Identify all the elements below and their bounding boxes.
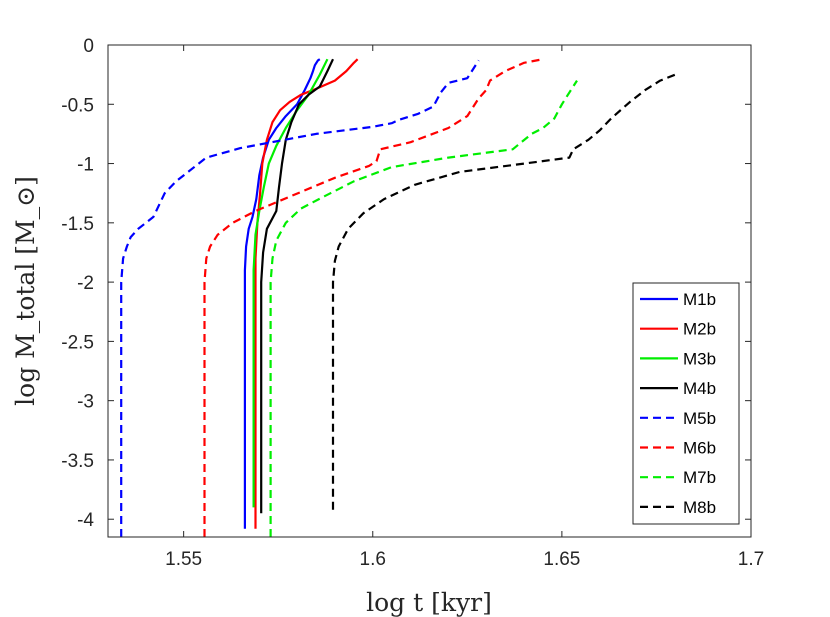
axes-box (107, 44, 752, 538)
series-line-m5b (120, 59, 480, 537)
legend-entry-label: M1b (683, 290, 716, 309)
series-line-m1b (243, 58, 321, 529)
legend-box (632, 282, 740, 525)
x-tick-label: 1.6 (360, 549, 386, 570)
x-tick-label: 1.55 (165, 549, 202, 570)
y-tick-label: -4 (77, 510, 94, 531)
y-axis: 0 -0.5 -1 -1.5 -2 -2.5 -3 -3.5 -4 (61, 36, 751, 531)
y-tick-label: -1 (77, 155, 94, 176)
series-line-m4b (260, 58, 334, 514)
x-axis: 1.55 1.6 1.65 1.7 (165, 45, 764, 570)
legend-entry-label: M7b (683, 468, 716, 487)
legend-entry-label: M6b (683, 439, 716, 458)
y-tick-label: 0 (83, 36, 94, 57)
y-tick-label: -3.5 (61, 451, 94, 472)
y-tick-label: -1.5 (61, 214, 94, 235)
series-line-m3b (252, 58, 329, 508)
x-tick-label: 1.7 (738, 549, 764, 570)
x-tick-label: 1.65 (543, 549, 580, 570)
legend-entry-label: M3b (683, 349, 716, 368)
series-line-m6b (203, 58, 544, 537)
legend-entry-label: M5b (683, 409, 716, 428)
series-line-m8b (331, 73, 676, 510)
x-axis-label: log t [kyr] (366, 588, 492, 617)
legend-entry-label: M4b (683, 379, 716, 398)
y-tick-label: -3 (77, 392, 94, 413)
y-tick-label: -2.5 (61, 332, 94, 353)
y-axis-label: log M_total [M_⊙] (11, 176, 40, 406)
series-layer (120, 58, 676, 537)
y-tick-label: -2 (77, 273, 94, 294)
legend-entry-label: M8b (683, 498, 716, 517)
legend-entry-label: M2b (683, 320, 716, 339)
legend: M1b M2b M3b M4b M5b M6b M7b M8b (632, 282, 740, 525)
series-line-m7b (269, 80, 578, 537)
y-tick-label: -0.5 (61, 95, 94, 116)
